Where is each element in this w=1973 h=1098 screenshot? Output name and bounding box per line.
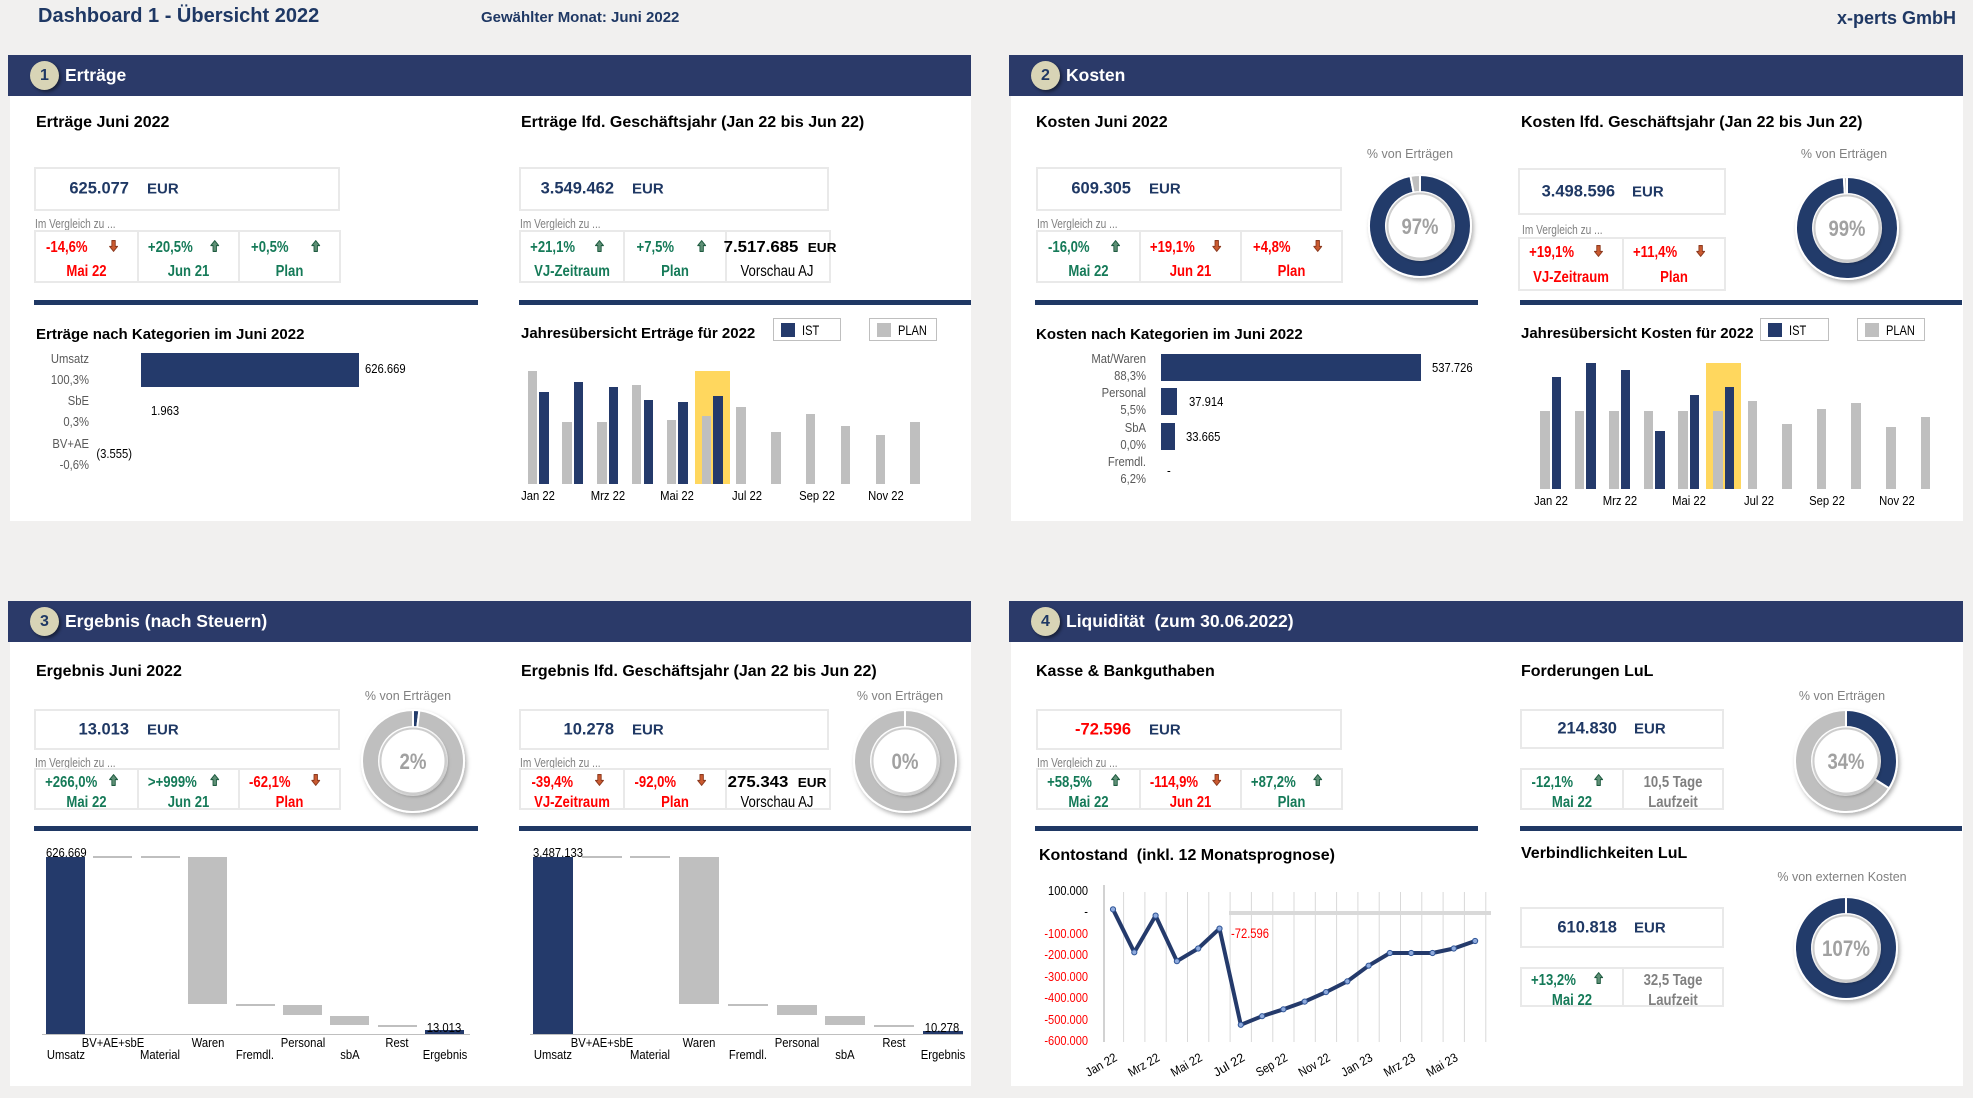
svg-text:Mai 22: Mai 22: [1168, 1050, 1204, 1079]
svg-text:2%: 2%: [400, 749, 427, 774]
svg-text:107%: 107%: [1822, 936, 1870, 961]
svg-text:99%: 99%: [1829, 216, 1866, 241]
svg-text:Mrz 22: Mrz 22: [1126, 1050, 1162, 1079]
svg-text:Jan 23: Jan 23: [1339, 1050, 1375, 1079]
svg-text:34%: 34%: [1828, 749, 1865, 774]
svg-text:Sep 22: Sep 22: [1253, 1050, 1289, 1079]
svg-text:Jul 22: Jul 22: [1211, 1050, 1247, 1079]
svg-text:97%: 97%: [1402, 214, 1439, 239]
svg-text:Jan 22: Jan 22: [1083, 1050, 1119, 1079]
svg-text:Mai 23: Mai 23: [1424, 1050, 1460, 1079]
svg-text:0%: 0%: [892, 749, 919, 774]
svg-text:Nov 22: Nov 22: [1296, 1050, 1332, 1079]
svg-text:Mrz 23: Mrz 23: [1381, 1050, 1417, 1079]
